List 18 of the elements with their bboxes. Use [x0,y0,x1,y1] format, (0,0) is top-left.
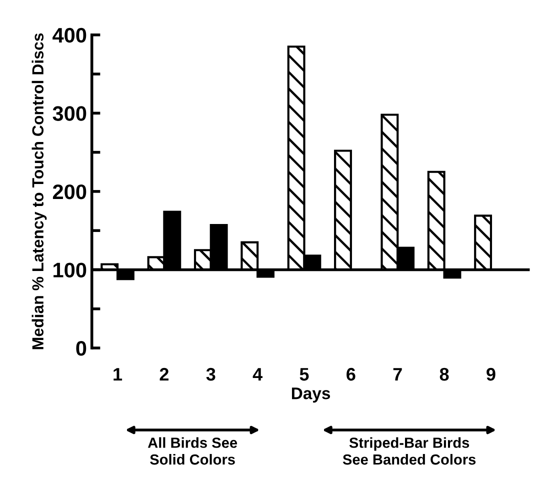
x-tick-label: 2 [160,368,169,381]
y-axis-title: Median % Latency to Touch Control Discs [32,33,47,350]
y-tick-label: 400 [52,28,86,43]
x-tick-label: 1 [114,368,122,381]
x-tick-label: 3 [206,368,216,381]
y-tick-label: 100 [54,262,86,278]
x-tick-label: 8 [440,368,449,381]
x-tick-label: 6 [346,368,356,381]
text: Striped-Bar Birds See Banded Colors [342,437,476,465]
x-tick-label: 7 [393,368,402,381]
x-tick-label: 9 [486,368,496,381]
x-tick-label: 4 [252,368,262,381]
y-tick-label: 200 [52,184,86,200]
x-axis-title: Days [292,388,330,403]
y-tick-label: 300 [52,106,86,121]
x-tick-label: 5 [300,368,309,381]
text: All Birds See Solid Colors [148,437,238,465]
y-tick-label: 0 [76,340,86,356]
